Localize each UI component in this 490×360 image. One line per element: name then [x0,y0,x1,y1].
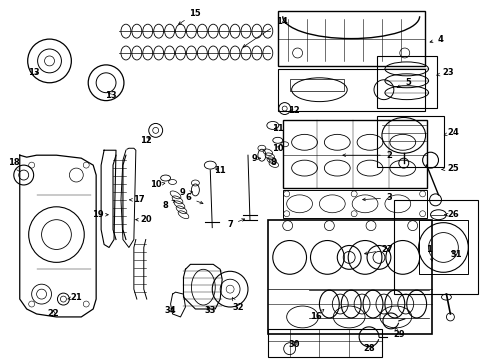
Text: 11: 11 [272,124,284,133]
Text: 1: 1 [426,245,433,261]
Text: 14: 14 [243,17,288,47]
Text: 4: 4 [430,35,443,44]
Text: 2: 2 [343,151,392,160]
Text: 3: 3 [363,193,392,202]
Text: 9: 9 [252,154,261,163]
Text: 32: 32 [232,297,244,311]
Bar [377,56,437,108]
Text: 20: 20 [136,215,151,224]
Text: 22: 22 [48,310,59,319]
Text: 27: 27 [365,245,392,255]
Text: 13: 13 [105,91,117,100]
Text: 5: 5 [397,78,412,87]
Text: 18: 18 [8,158,20,172]
Text: 21: 21 [68,293,82,302]
Text: 11: 11 [214,166,226,175]
Bar [268,220,432,334]
Bar [283,190,427,218]
Text: 25: 25 [442,163,459,172]
Text: 34: 34 [165,306,176,315]
Bar [377,116,444,167]
Text: 29: 29 [393,327,405,339]
Text: 10: 10 [150,180,165,189]
Bar [394,200,478,294]
Bar [268,329,382,357]
Text: 12: 12 [288,106,299,115]
Text: 6: 6 [186,193,203,204]
Text: 10: 10 [272,144,284,153]
Text: 24: 24 [444,128,459,137]
Text: 31: 31 [450,250,462,259]
Text: 19: 19 [92,210,108,219]
Text: 8: 8 [268,158,277,167]
Text: 30: 30 [289,340,300,349]
Text: 13: 13 [28,68,40,77]
Bar [278,69,425,111]
Text: 16: 16 [310,310,324,321]
Text: 12: 12 [140,136,151,145]
Bar [278,11,425,66]
Text: 26: 26 [445,210,459,219]
Text: 28: 28 [363,344,375,353]
Bar [418,220,468,274]
Text: 7: 7 [227,219,245,229]
Bar [283,121,427,188]
Text: 8: 8 [163,200,175,210]
Text: 33: 33 [204,306,216,315]
Text: 15: 15 [178,9,201,24]
Text: 9: 9 [180,188,193,197]
Text: 17: 17 [130,195,145,204]
Bar [290,79,344,91]
Text: 23: 23 [437,68,454,77]
